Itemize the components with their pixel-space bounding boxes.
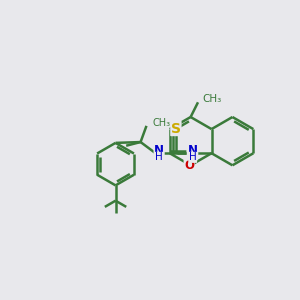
Text: O: O (184, 159, 194, 172)
Text: H: H (189, 152, 196, 162)
Text: H: H (155, 152, 163, 162)
Text: S: S (171, 122, 181, 136)
Text: N: N (188, 144, 198, 157)
Text: CH₃: CH₃ (153, 118, 171, 128)
Text: N: N (154, 144, 164, 157)
Text: CH₃: CH₃ (202, 94, 222, 104)
Text: O: O (188, 147, 197, 160)
